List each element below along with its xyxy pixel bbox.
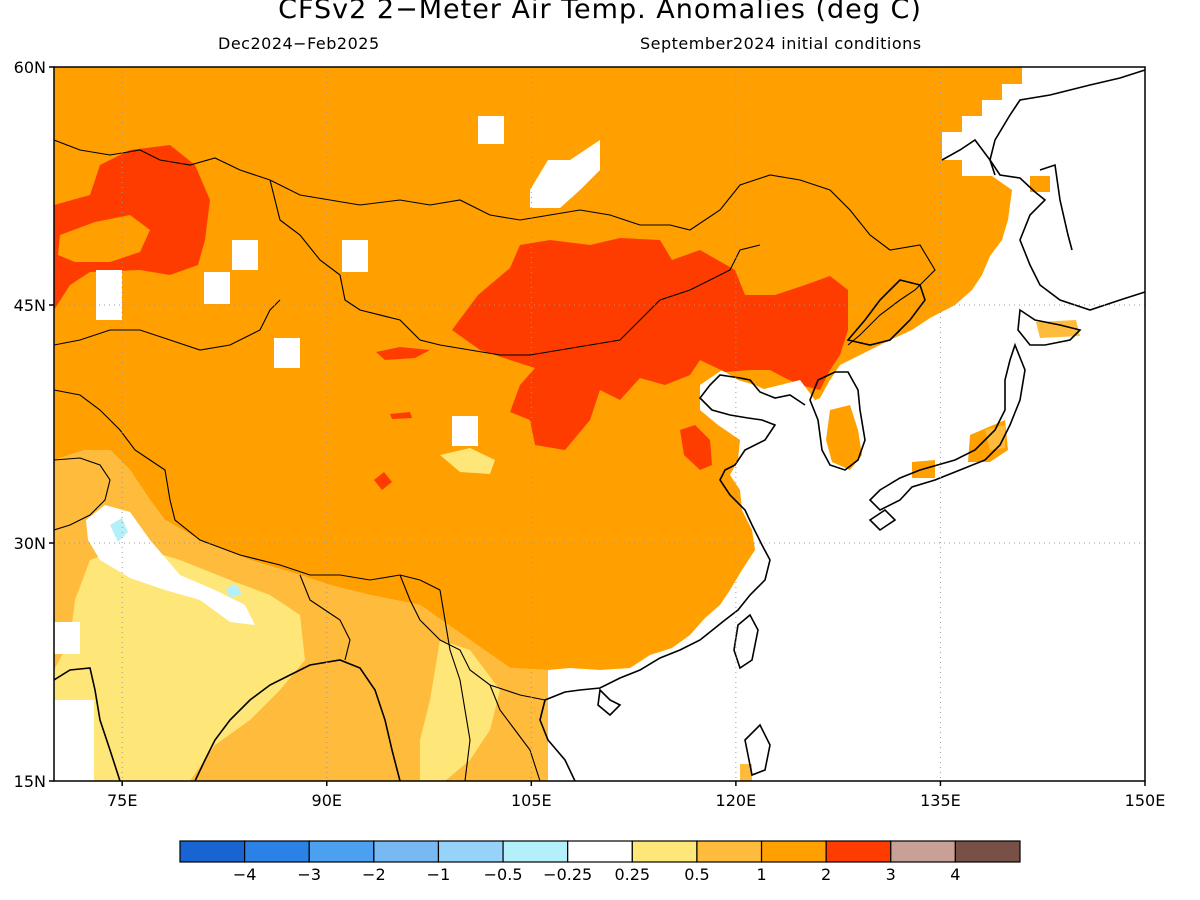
lake-mask [342, 240, 368, 272]
colorbar-label: 3 [886, 865, 896, 884]
anomaly-region-2to3 [452, 238, 848, 450]
lon-tick-label: 90E [312, 791, 342, 810]
colorbar-swatch [502, 840, 569, 863]
colorbar-label: −2 [362, 865, 386, 884]
colorbar-swatch [696, 840, 763, 863]
lon-tick-label: 105E [511, 791, 552, 810]
colorbar-label: −1 [427, 865, 451, 884]
colorbar-label: −4 [233, 865, 257, 884]
lon-tick-label: 120E [716, 791, 757, 810]
anomaly-region-2to3 [374, 472, 392, 490]
anomaly-region-2to3 [390, 412, 412, 419]
colorbar-label: 4 [950, 865, 960, 884]
anomaly-field [54, 67, 1145, 781]
lake-mask [204, 272, 230, 304]
colorbar-swatch [890, 840, 956, 863]
lake-mask [452, 416, 478, 446]
anomaly-region-2to3 [376, 347, 430, 360]
lake-mask [232, 240, 258, 270]
colorbar-swatch [954, 840, 1021, 863]
colorbar-label: 0.25 [614, 865, 650, 884]
forecast-period: Dec2024−Feb2025 [218, 34, 380, 53]
colorbar-swatch [373, 840, 440, 863]
lake-mask [54, 622, 80, 654]
map-title: CFSv2 2−Meter Air Temp. Anomalies (deg C… [278, 0, 922, 25]
longitude-axis: 75E 90E 105E 120E 135E 150E [107, 781, 1165, 810]
lake-mask [478, 116, 504, 144]
lake-mask [530, 140, 600, 208]
colorbar-swatch [437, 840, 504, 863]
lat-tick-label: 30N [14, 534, 46, 553]
anomaly-region-0.25to0.5 [420, 640, 500, 781]
colorbar-swatch [244, 840, 310, 863]
lat-tick-label: 60N [14, 58, 46, 77]
colorbar-label: 2 [821, 865, 831, 884]
map-frame [53, 66, 1146, 782]
colorbar-swatch [308, 840, 375, 863]
colorbar-swatch [760, 840, 827, 863]
anomaly-region-1to2 [1030, 176, 1050, 192]
colorbar-label: −0.25 [543, 865, 592, 884]
lat-tick-label: 15N [14, 772, 46, 791]
anomaly-region-1to2 [58, 215, 150, 262]
latitude-axis: 15N 30N 45N 60N [14, 58, 54, 791]
anomaly-region-0.5to1 [740, 764, 752, 781]
lat-tick-label: 45N [14, 296, 46, 315]
colorbar-swatch [825, 840, 892, 863]
colorbar-swatch [567, 840, 633, 863]
colorbar-swatch [179, 840, 246, 863]
anomaly-region-cool [110, 518, 128, 542]
colorbar-label: −0.5 [484, 865, 523, 884]
anomaly-region-2to3 [680, 425, 712, 470]
colorbar: −4 −3 −2 −1 −0.5 −0.25 0.25 0.5 1 2 3 4 [179, 840, 1021, 884]
gridlines [54, 67, 1145, 781]
anomaly-region-cool [226, 584, 242, 598]
ocean-mask [54, 700, 94, 781]
colorbar-label: 1 [756, 865, 766, 884]
lon-tick-label: 135E [920, 791, 961, 810]
lake-mask [274, 338, 300, 368]
coastlines [54, 69, 1145, 781]
initial-conditions: September2024 initial conditions [640, 34, 922, 53]
anomaly-region-0.5to1 [1036, 320, 1080, 338]
lon-tick-label: 75E [107, 791, 137, 810]
anomaly-region-near-zero [86, 505, 255, 625]
colorbar-label: 0.5 [684, 865, 709, 884]
colorbar-swatch [631, 840, 698, 863]
lake-mask [96, 270, 122, 320]
lon-tick-label: 150E [1125, 791, 1166, 810]
colorbar-label: −3 [297, 865, 321, 884]
anomaly-region-0.25to0.5 [440, 448, 495, 474]
anomaly-region-1to2 [826, 405, 862, 470]
country-borders [54, 139, 936, 781]
